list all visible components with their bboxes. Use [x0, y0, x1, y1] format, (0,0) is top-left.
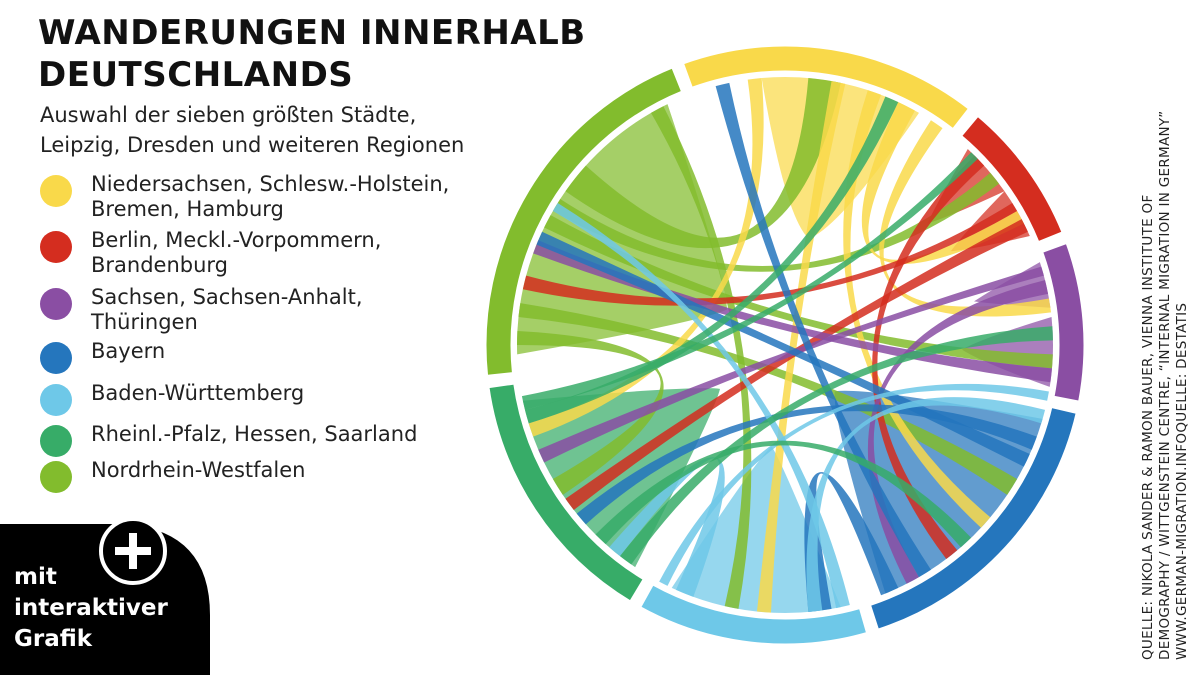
legend-label: Sachsen, Sachsen-Anhalt, Thüringen	[91, 285, 511, 335]
legend-label: Bayern	[91, 339, 511, 364]
migration-ribbon	[552, 172, 1000, 272]
legend-swatch	[40, 384, 72, 416]
migration-ribbon	[544, 215, 1053, 369]
migration-ribbon	[565, 219, 1028, 510]
legend-item: Rheinl.-Pfalz, Hessen, Saarland	[40, 422, 511, 457]
legend-label-line-1: Nordrhein-Westfalen	[91, 458, 306, 482]
migration-ribbon	[517, 330, 664, 495]
legend-label: Nordrhein-Westfalen	[91, 458, 511, 483]
migration-ribbon	[651, 106, 752, 609]
region-arc	[867, 404, 1080, 633]
ribbons	[517, 77, 1053, 613]
legend-label-line-1: Sachsen, Sachsen-Anhalt,	[91, 285, 363, 309]
migration-ribbon	[595, 440, 972, 548]
legend-swatch	[40, 342, 72, 374]
legend-item: Niedersachsen, Schlesw.-Holstein, Bremen…	[40, 172, 511, 222]
legend-swatch	[40, 461, 72, 493]
migration-ribbon	[872, 155, 985, 560]
migration-ribbon	[671, 446, 841, 613]
legend-item: Nordrhein-Westfalen	[40, 458, 511, 493]
source-line-1: Quelle: Nikola Sander & Ramon Bauer, Vie…	[1140, 194, 1156, 660]
legend-label-line-1: Baden-Württemberg	[91, 381, 305, 405]
migration-ribbon	[565, 78, 841, 249]
legend-label: Niedersachsen, Schlesw.-Holstein, Bremen…	[91, 172, 511, 222]
migration-ribbon	[533, 240, 1052, 383]
badge-text[interactable]: mit interaktiver Grafik	[14, 562, 168, 655]
legend-item: Bayern	[40, 339, 511, 374]
legend-swatch	[40, 175, 72, 207]
migration-ribbon	[538, 266, 1044, 463]
region-arc	[958, 113, 1066, 245]
source-line-3: www.german-migration.infoQuelle: Destati…	[1174, 302, 1190, 660]
subtitle-line-1: Auswahl der sieben größten Städte,	[40, 103, 417, 127]
migration-ribbon	[518, 303, 1018, 495]
subtitle-line-2: Leipzig, Dresden und weiteren Regionen	[40, 133, 465, 157]
region-arc	[1039, 240, 1087, 405]
legend-swatch	[40, 425, 72, 457]
region-arc	[637, 581, 870, 647]
interactive-graphic-badge: mit interaktiver Grafik	[0, 0, 230, 675]
plus-icon[interactable]	[98, 516, 168, 586]
legend-label-line-2: Bremen, Hamburg	[91, 197, 284, 221]
chord-diagram	[483, 43, 1087, 647]
title-line-1: WANDERUNGEN INNERHALB	[38, 13, 586, 53]
legend-label-line-2: Brandenburg	[91, 253, 229, 277]
legend-label: Berlin, Meckl.-Vorpommern, Brandenburg	[91, 228, 511, 278]
legend-swatch	[40, 288, 72, 320]
migration-ribbon	[715, 82, 931, 578]
source-line-2: Demography / Wittgenstein Centre, “Inter…	[1157, 110, 1173, 660]
region-arc	[680, 43, 972, 132]
migration-ribbon	[609, 457, 725, 597]
legend-label: Rheinl.-Pfalz, Hessen, Saarland	[91, 422, 511, 447]
title-line-2: DEUTSCHLANDS	[38, 55, 354, 95]
migration-ribbon	[843, 90, 991, 528]
legend-item: Baden-Württemberg	[40, 381, 511, 416]
region-arc	[483, 64, 685, 379]
legend-label-line-1: Bayern	[91, 339, 166, 363]
legend-label-line-1: Rheinl.-Pfalz, Hessen, Saarland	[91, 422, 418, 446]
migration-ribbon	[927, 148, 1005, 224]
legend-label-line-1: Niedersachsen, Schlesw.-Holstein,	[91, 172, 450, 196]
chart-subtitle: Auswahl der sieben größten Städte, Leipz…	[40, 100, 520, 160]
legend-label-line-1: Berlin, Meckl.-Vorpommern,	[91, 228, 382, 252]
badge-line-3: Grafik	[14, 626, 93, 652]
legend-label: Baden-Württemberg	[91, 381, 511, 406]
legend-label-line-2: Thüringen	[91, 310, 198, 334]
migration-ribbon	[522, 202, 1018, 306]
region-arc	[486, 381, 647, 605]
migration-ribbon	[804, 472, 899, 612]
badge-line-2: interaktiver	[14, 595, 168, 621]
badge-line-1: mit	[14, 564, 57, 590]
chart-title: WANDERUNGEN INNERHALB DEUTSCHLANDS	[38, 12, 658, 96]
legend-swatch	[40, 231, 72, 263]
legend-item: Sachsen, Sachsen-Anhalt, Thüringen	[40, 285, 511, 335]
legend-item: Berlin, Meckl.-Vorpommern, Brandenburg	[40, 228, 511, 278]
source-note: Quelle: Nikola Sander & Ramon Bauer, Vie…	[1140, 20, 1191, 660]
migration-ribbon	[756, 81, 846, 613]
